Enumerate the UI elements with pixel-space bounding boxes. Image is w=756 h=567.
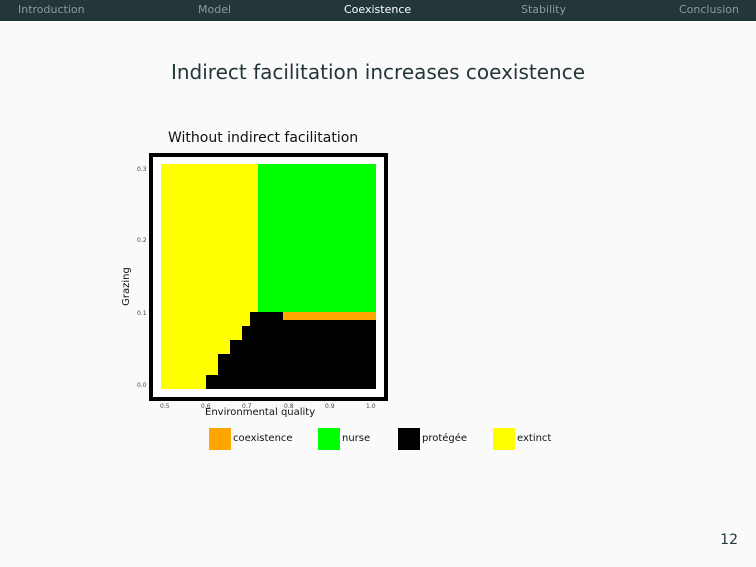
legend-item-coexistence: coexistence [209,428,299,450]
y-axis-label: Grazing [120,267,132,306]
x-tick-label: 0.7 [242,403,252,410]
y-tick-label: 0.2 [137,237,147,244]
legend-item-extinct: extinct [493,428,553,450]
x-tick-label: 0.8 [284,403,294,410]
nav-item-introduction[interactable]: Introduction [18,3,85,16]
y-tick-label: 0.1 [137,310,147,317]
legend-label: extinct [517,433,552,444]
legend-item-nurse: nurse [318,428,378,450]
nav-item-coexistence[interactable]: Coexistence [344,3,412,16]
x-tick-label: 0.6 [201,403,211,410]
page-number: 12 [720,532,738,548]
heatmap-region-protegee [282,320,376,326]
y-tick-label: 0.0 [137,382,147,389]
heatmap-region-protegee [242,325,376,340]
nav-item-conclusion[interactable]: Conclusion [679,3,739,16]
legend-label: coexistence [233,433,293,444]
legend-swatch [209,428,231,450]
heatmap-region-nurse [258,164,376,312]
legend-label: protégée [422,433,468,444]
navigation-bar: Introduction Model Coexistence Stability… [0,0,756,21]
heatmap-region-protegee [217,353,376,375]
legend-swatch [493,428,515,450]
legend-label: nurse [342,433,371,444]
x-axis-label: Environmental quality [205,407,316,418]
x-tick-label: 1.0 [366,403,376,410]
heatmap-region-protegee [229,339,376,354]
legend-item-protegee: protégée [398,428,478,450]
heatmap-region-protegee [205,374,376,389]
nav-item-stability[interactable]: Stability [521,3,567,16]
slide-title: Indirect facilitation increases coexiste… [170,60,586,84]
chart-title: Without indirect facilitation [168,130,359,146]
x-tick-label: 0.5 [160,403,170,410]
legend-swatch [398,428,420,450]
x-tick-label: 0.9 [325,403,335,410]
nav-item-model[interactable]: Model [198,3,232,16]
legend-swatch [318,428,340,450]
y-tick-label: 0.3 [137,166,147,173]
